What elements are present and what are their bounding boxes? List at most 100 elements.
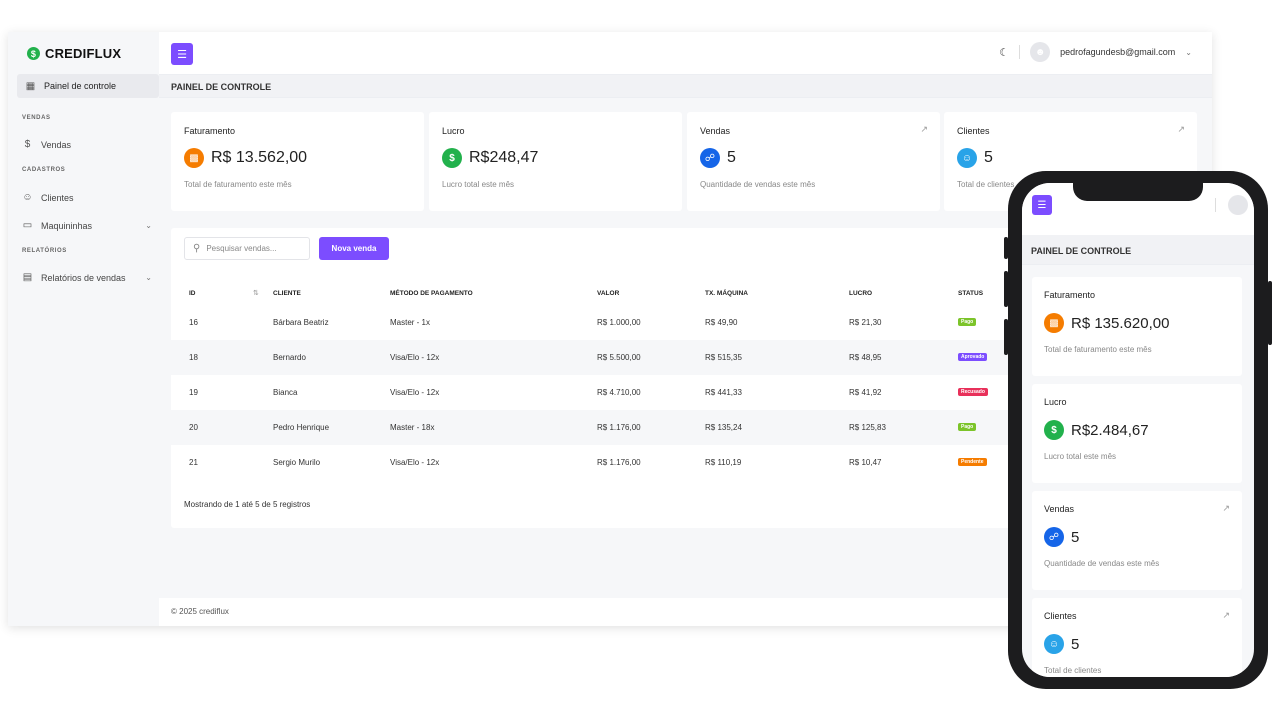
phone-screen: ☰ PAINEL DE CONTROLE Faturamento ▩ R$ 13… xyxy=(1022,183,1254,677)
cell-taxa: R$ 135,24 xyxy=(705,423,742,432)
cell-taxa: R$ 441,33 xyxy=(705,388,742,397)
sidebar-item-clientes[interactable]: ☺ Clientes xyxy=(22,192,152,203)
sort-icon[interactable]: ⇅ xyxy=(253,290,259,297)
sidebar-item-label: Painel de controle xyxy=(44,81,117,91)
search-icon: ⚲ xyxy=(193,243,201,254)
search-input[interactable]: ⚲ Pesquisar vendas... xyxy=(184,237,310,260)
table-row[interactable]: 21 Sergio Murilo Visa/Elo - 12x R$ 1.176… xyxy=(171,445,1212,480)
card-subtitle: Quantidade de vendas este mês xyxy=(1044,559,1160,568)
cell-lucro: R$ 48,95 xyxy=(849,353,882,362)
hamburger-icon: ☰ xyxy=(177,48,187,61)
cell-valor: R$ 5.500,00 xyxy=(597,353,641,362)
table-header: ID ⇅ CLIENTE MÉTODO DE PAGAMENTO VALOR T… xyxy=(171,283,1212,305)
sidebar-item-label: Clientes xyxy=(41,192,74,203)
cart-icon: ☍ xyxy=(1044,527,1064,547)
user-email[interactable]: pedrofagundesb@gmail.com xyxy=(1060,47,1176,57)
grid-icon: ▦ xyxy=(25,80,36,92)
phone-button xyxy=(1004,237,1008,259)
cell-taxa: R$ 110,19 xyxy=(705,458,742,467)
external-link-icon[interactable]: ↗ xyxy=(1222,503,1230,513)
cell-cliente: Bárbara Beatriz xyxy=(273,318,329,327)
sidebar-item-maquininhas[interactable]: ▭ Maquininhas ⌄ xyxy=(22,220,152,231)
card-title: Lucro xyxy=(1044,397,1067,407)
brand-logo[interactable]: $ CREDIFLUX xyxy=(27,46,121,61)
cell-taxa: R$ 515,35 xyxy=(705,353,742,362)
user-area: ☾ ☻ pedrofagundesb@gmail.com ⌄ xyxy=(999,42,1192,62)
users-icon: ☺ xyxy=(1044,634,1064,654)
cell-taxa: R$ 49,90 xyxy=(705,318,738,327)
chevron-down-icon[interactable]: ⌄ xyxy=(1185,47,1192,57)
external-link-icon[interactable]: ↗ xyxy=(1222,610,1230,620)
card-vendas: Vendas ↗ ☍ 5 Quantidade de vendas este m… xyxy=(687,112,940,211)
cell-lucro: R$ 10,47 xyxy=(849,458,882,467)
page-title-bar: PAINEL DE CONTROLE xyxy=(1022,235,1254,265)
card-value: 5 xyxy=(1071,635,1080,653)
card-lucro: Lucro $ R$2.484,67 Lucro total este mês xyxy=(1032,384,1242,483)
cell-cliente: Pedro Henrique xyxy=(273,423,330,432)
avatar[interactable] xyxy=(1228,195,1248,215)
avatar[interactable]: ☻ xyxy=(1030,42,1051,62)
card-value: 5 xyxy=(727,149,736,166)
status-badge: Pago xyxy=(958,423,977,431)
menu-toggle-button[interactable]: ☰ xyxy=(171,43,193,65)
users-icon: ☺ xyxy=(22,192,33,203)
sidebar-item-label: Maquininhas xyxy=(41,220,93,231)
divider xyxy=(1215,198,1216,212)
column-header-cliente[interactable]: CLIENTE xyxy=(273,290,301,297)
cell-id: 20 xyxy=(189,423,198,432)
card-value: 5 xyxy=(1071,528,1080,546)
card-title: Vendas xyxy=(1044,504,1075,514)
column-header-id[interactable]: ID xyxy=(189,290,196,297)
card-subtitle: Total de clientes xyxy=(957,180,1015,189)
column-header-status[interactable]: STATUS xyxy=(958,290,984,297)
table-row[interactable]: 16 Bárbara Beatriz Master - 1x R$ 1.000,… xyxy=(171,305,1212,340)
users-icon: ☺ xyxy=(957,148,977,168)
external-link-icon[interactable]: ↗ xyxy=(1177,124,1185,134)
cell-cliente: Bianca xyxy=(273,388,298,397)
card-icon: ▭ xyxy=(22,220,33,231)
column-header-taxa[interactable]: TX. MÁQUINA xyxy=(705,290,748,297)
cell-valor: R$ 4.710,00 xyxy=(597,388,641,397)
phone-button xyxy=(1004,319,1008,355)
status-badge: Pendente xyxy=(958,458,987,466)
table-row[interactable]: 19 Bianca Visa/Elo - 12x R$ 4.710,00 R$ … xyxy=(171,375,1212,410)
card-subtitle: Lucro total este mês xyxy=(442,180,515,189)
page-title: PAINEL DE CONTROLE xyxy=(171,82,272,92)
card-value: 5 xyxy=(984,149,993,166)
sidebar-item-relatorios[interactable]: ▤ Relatórios de vendas ⌄ xyxy=(22,272,152,283)
cell-cliente: Sergio Murilo xyxy=(273,458,321,467)
column-header-lucro[interactable]: LUCRO xyxy=(849,290,873,297)
menu-toggle-button[interactable]: ☰ xyxy=(1032,195,1052,215)
sidebar-item-label: Relatórios de vendas xyxy=(41,272,126,283)
card-subtitle: Quantidade de vendas este mês xyxy=(700,180,816,189)
column-header-valor[interactable]: VALOR xyxy=(597,290,620,297)
cell-metodo: Visa/Elo - 12x xyxy=(390,353,440,362)
new-sale-button[interactable]: Nova venda xyxy=(319,237,389,260)
cart-icon: ☍ xyxy=(700,148,720,168)
copyright: © 2025 crediflux xyxy=(171,607,229,616)
phone-button xyxy=(1004,271,1008,307)
phone-button xyxy=(1268,281,1272,345)
card-title: Vendas xyxy=(700,126,731,136)
cell-id: 16 xyxy=(189,318,198,327)
card-vendas: Vendas ↗ ☍ 5 Quantidade de vendas este m… xyxy=(1032,491,1242,590)
page-title: PAINEL DE CONTROLE xyxy=(1031,246,1132,256)
sidebar: $ CREDIFLUX ▦ Painel de controle VENDAS … xyxy=(8,32,159,626)
external-link-icon[interactable]: ↗ xyxy=(920,124,928,134)
moon-icon[interactable]: ☾ xyxy=(999,46,1010,59)
cell-valor: R$ 1.176,00 xyxy=(597,423,641,432)
page-title-bar: PAINEL DE CONTROLE xyxy=(159,74,1212,98)
card-subtitle: Lucro total este mês xyxy=(1044,452,1117,461)
brand-name: CREDIFLUX xyxy=(45,46,122,61)
sidebar-item-painel[interactable]: ▦ Painel de controle xyxy=(17,74,159,98)
hamburger-icon: ☰ xyxy=(1037,199,1047,211)
sidebar-section-cadastros: CADASTROS xyxy=(22,167,66,173)
column-header-metodo[interactable]: MÉTODO DE PAGAMENTO xyxy=(390,290,473,297)
card-title: Faturamento xyxy=(184,126,236,136)
status-badge: Pago xyxy=(958,318,977,326)
card-faturamento: Faturamento ▩ R$ 13.562,00 Total de fatu… xyxy=(171,112,424,211)
search-placeholder: Pesquisar vendas... xyxy=(206,244,277,253)
sidebar-item-vendas[interactable]: $ Vendas xyxy=(22,139,152,150)
card-value: R$2.484,67 xyxy=(1071,421,1149,439)
card-value: R$248,47 xyxy=(469,149,539,166)
